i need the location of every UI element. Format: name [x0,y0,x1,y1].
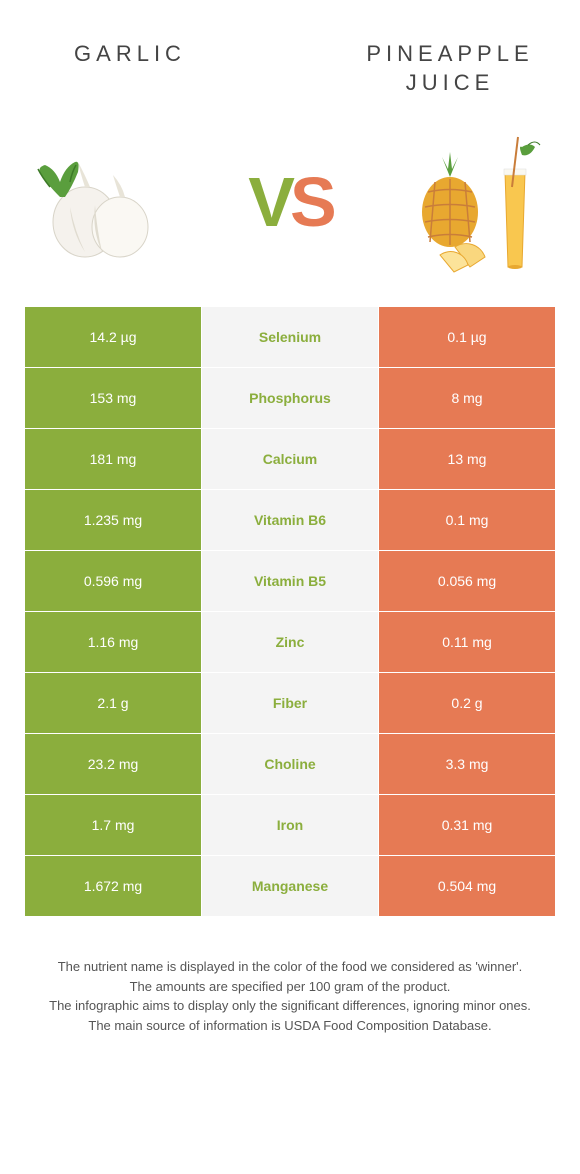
right-value: 0.056 mg [378,551,555,611]
left-value: 153 mg [25,368,202,428]
nutrient-name: Phosphorus [202,368,378,428]
right-food-title: PINEAPPLE JUICE [350,40,550,97]
table-row: 1.7 mg Iron 0.31 mg [25,795,555,856]
nutrient-name: Manganese [202,856,378,916]
right-value: 3.3 mg [378,734,555,794]
right-value: 0.2 g [378,673,555,733]
left-food-title: GARLIC [30,40,230,97]
garlic-icon [30,127,180,277]
left-value: 1.235 mg [25,490,202,550]
right-value: 0.1 mg [378,490,555,550]
nutrient-name: Vitamin B6 [202,490,378,550]
table-row: 14.2 µg Selenium 0.1 µg [25,307,555,368]
vs-s-letter: S [290,162,332,242]
right-value: 8 mg [378,368,555,428]
left-value: 23.2 mg [25,734,202,794]
header-row: GARLIC PINEAPPLE JUICE [0,0,580,117]
nutrient-name: Vitamin B5 [202,551,378,611]
table-row: 1.16 mg Zinc 0.11 mg [25,612,555,673]
footer-notes: The nutrient name is displayed in the co… [0,917,580,1055]
footer-line: The infographic aims to display only the… [40,996,540,1016]
pineapple-juice-icon [400,127,550,277]
footer-line: The amounts are specified per 100 gram o… [40,977,540,997]
left-value: 2.1 g [25,673,202,733]
nutrient-name: Choline [202,734,378,794]
nutrient-table: 14.2 µg Selenium 0.1 µg 153 mg Phosphoru… [25,307,555,917]
right-value: 0.1 µg [378,307,555,367]
nutrient-name: Selenium [202,307,378,367]
nutrient-name: Iron [202,795,378,855]
right-value: 0.31 mg [378,795,555,855]
table-row: 23.2 mg Choline 3.3 mg [25,734,555,795]
left-value: 1.672 mg [25,856,202,916]
left-value: 181 mg [25,429,202,489]
right-value: 13 mg [378,429,555,489]
nutrient-name: Zinc [202,612,378,672]
left-value: 0.596 mg [25,551,202,611]
right-value: 0.11 mg [378,612,555,672]
vs-v-letter: V [248,162,290,242]
nutrient-name: Fiber [202,673,378,733]
left-value: 1.16 mg [25,612,202,672]
nutrient-name: Calcium [202,429,378,489]
table-row: 2.1 g Fiber 0.2 g [25,673,555,734]
footer-line: The nutrient name is displayed in the co… [40,957,540,977]
table-row: 0.596 mg Vitamin B5 0.056 mg [25,551,555,612]
right-value: 0.504 mg [378,856,555,916]
left-value: 1.7 mg [25,795,202,855]
vs-label: VS [248,162,331,242]
images-row: VS [0,117,580,307]
footer-line: The main source of information is USDA F… [40,1016,540,1036]
left-value: 14.2 µg [25,307,202,367]
table-row: 1.235 mg Vitamin B6 0.1 mg [25,490,555,551]
table-row: 1.672 mg Manganese 0.504 mg [25,856,555,917]
table-row: 153 mg Phosphorus 8 mg [25,368,555,429]
table-row: 181 mg Calcium 13 mg [25,429,555,490]
